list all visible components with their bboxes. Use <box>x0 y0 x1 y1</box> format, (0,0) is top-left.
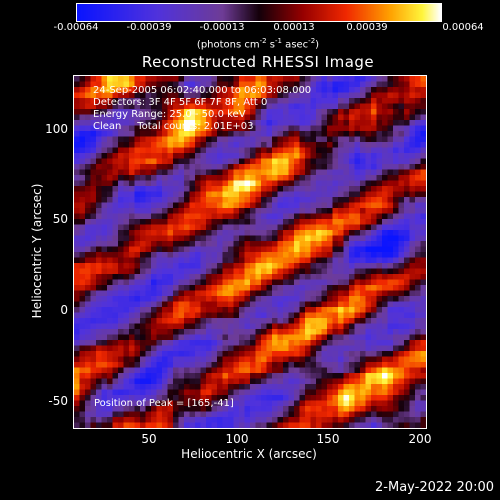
x-tick-label: 50 <box>141 432 157 446</box>
x-axis-label: Heliocentric X (arcsec) <box>181 447 317 461</box>
energy-range-text: Energy Range: 25.0 - 50.0 keV <box>93 109 246 120</box>
colorbar-tick-label: -0.00013 <box>199 22 245 33</box>
colorbar-tick-label: 0.00013 <box>273 22 315 33</box>
y-tick-label: 0 <box>60 303 68 317</box>
peak-position-text: Position of Peak = [165,-41] <box>94 398 234 409</box>
colorbar <box>76 3 442 22</box>
y-tick-label: -50 <box>48 394 68 408</box>
x-tick-label: 200 <box>408 432 432 446</box>
image-info-overlay: 24-Sep-2005 06:02:40.000 to 06:03:08.000… <box>93 85 311 133</box>
y-axis-label: Heliocentric Y (arcsec) <box>30 183 44 319</box>
rhessi-image-map <box>74 76 426 428</box>
x-tick-label: 100 <box>225 432 249 446</box>
colorbar-tick-label: -0.00064 <box>53 22 99 33</box>
plot-date-stamp: 2-May-2022 20:00 <box>375 480 494 495</box>
rhessi-image-plot <box>73 75 427 429</box>
time-range-text: 24-Sep-2005 06:02:40.000 to 06:03:08.000 <box>93 85 312 96</box>
y-tick-label: 100 <box>45 122 68 136</box>
y-tick-label: 50 <box>52 212 68 226</box>
counts-text: Clean Total counts: 2.01E+03 <box>93 121 254 132</box>
colorbar-tick-label: 0.00064 <box>442 22 484 33</box>
colorbar-tick-label: 0.00039 <box>346 22 388 33</box>
detectors-text: Detectors: 3F 4F 5F 6F 7F 8F, Att 0 <box>93 97 268 108</box>
image-title: Reconstructed RHESSI Image <box>141 53 375 71</box>
colorbar-unit-label: (photons cm-2 s-1 asec-2) <box>196 37 320 51</box>
colorbar-tick-label: -0.00039 <box>126 22 172 33</box>
x-tick-label: 150 <box>316 432 340 446</box>
